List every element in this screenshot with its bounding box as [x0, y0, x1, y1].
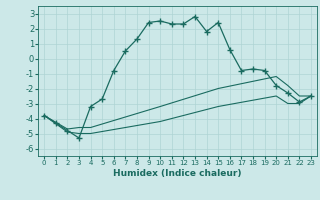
X-axis label: Humidex (Indice chaleur): Humidex (Indice chaleur) — [113, 169, 242, 178]
